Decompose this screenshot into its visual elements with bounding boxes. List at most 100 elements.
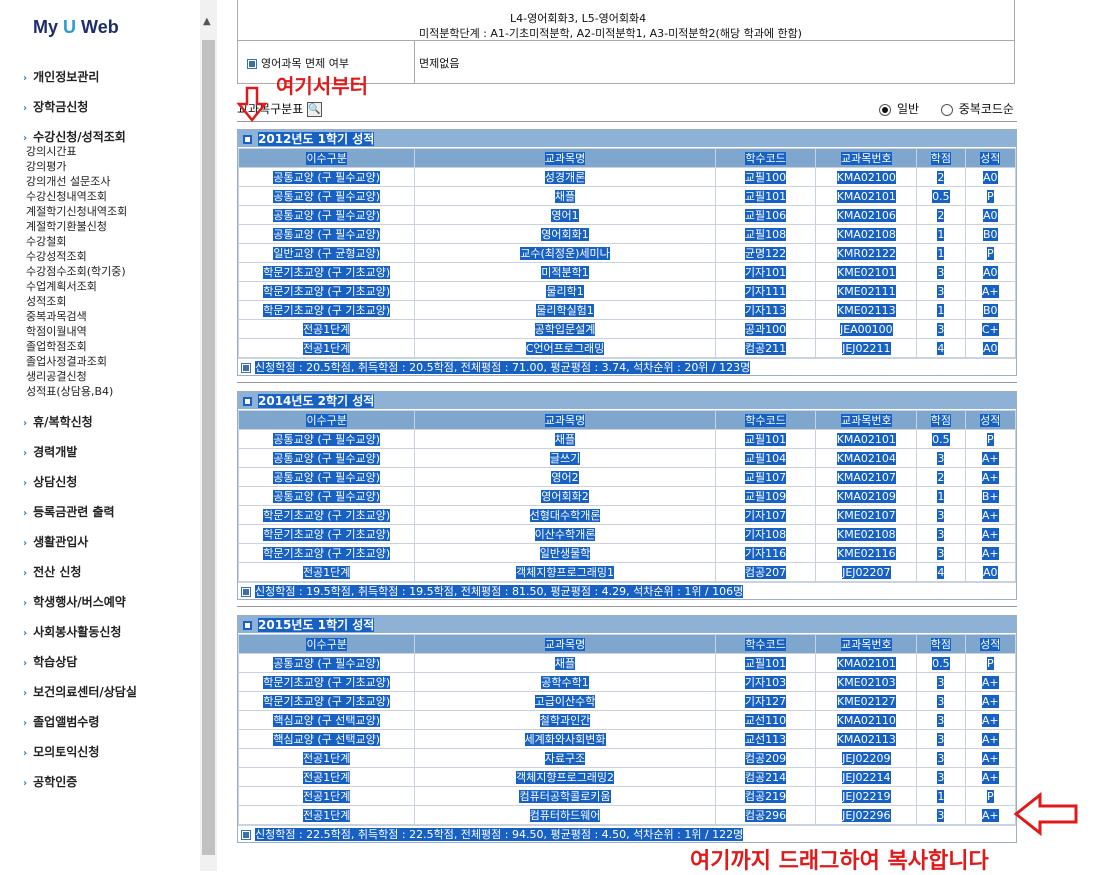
table-row: 학문기초교양 (구 기초교양) 물리학1 기자111 KME02111 3 A+ <box>237 281 1017 301</box>
sidebar-subitem[interactable]: 생리공결신청 <box>26 370 87 383</box>
scroll-up-icon[interactable]: ▲ <box>203 16 211 27</box>
table-cell: A+ <box>964 691 1017 711</box>
sidebar-subitem[interactable]: 성적조회 <box>26 295 67 308</box>
column-header[interactable]: 교과목번호 <box>815 148 918 168</box>
table-row: 학문기초교양 (구 기초교양) 공학수학1 기자103 KME02103 3 A+ <box>237 672 1017 692</box>
column-header[interactable]: 성적 <box>964 634 1017 654</box>
sidebar-subitem[interactable]: 수강점수조회(학기중) <box>26 265 126 278</box>
table-cell: 공통교양 (구 필수교양) <box>237 429 416 449</box>
table-cell: P <box>964 186 1017 206</box>
column-header[interactable]: 이수구분 <box>237 410 416 430</box>
sidebar-group-14[interactable]: › 모의토익신청 <box>23 745 100 759</box>
table-row: 전공1단계 컴퓨터공학콜로키움 컴공219 JEJ02219 1 P <box>237 786 1017 806</box>
table-cell: P <box>964 786 1017 806</box>
table-cell: KME02127 <box>815 691 918 711</box>
table-row: 공통교양 (구 필수교양) 영어회화1 교필108 KMA02108 1 B0 <box>237 224 1017 244</box>
table-cell: 기자113 <box>714 300 817 320</box>
table-cell: 컴공219 <box>714 786 817 806</box>
table-cell: 교선113 <box>714 729 817 749</box>
sidebar-group-1[interactable]: › 장학금신청 <box>23 100 89 114</box>
table-cell: 객체지향프로그래밍2 <box>414 767 716 787</box>
sidebar-subitem[interactable]: 졸업학점조회 <box>26 340 87 353</box>
column-header[interactable]: 교과목명 <box>414 410 716 430</box>
exempt-label: 영어과목 면제 여부 <box>247 55 349 71</box>
table-cell: A0 <box>964 167 1017 187</box>
table-cell: A+ <box>964 448 1017 468</box>
column-header[interactable]: 이수구분 <box>237 634 416 654</box>
table-cell: JEJ02209 <box>815 748 918 768</box>
table-cell: 3 <box>916 524 966 544</box>
myweb-logo[interactable]: My U Web <box>33 17 119 37</box>
sidebar-group-7[interactable]: › 생활관입사 <box>23 535 89 549</box>
sidebar-subitem[interactable]: 졸업사정결과조회 <box>26 355 107 368</box>
table-row: 학문기초교양 (구 기초교양) 미적분학1 기자101 KME02101 3 A0 <box>237 262 1017 282</box>
sidebar-group-13[interactable]: › 졸업앨범수령 <box>23 715 100 729</box>
sidebar-subitem[interactable]: 계절학기신청내역조회 <box>26 205 128 218</box>
sidebar-group-15[interactable]: › 공학인증 <box>23 775 78 789</box>
table-cell: 핵심교양 (구 선택교양) <box>237 729 416 749</box>
radio-dup-code[interactable] <box>940 103 953 116</box>
column-header[interactable]: 교과목번호 <box>815 410 918 430</box>
sidebar-subitem[interactable]: 중복과목검색 <box>26 310 87 323</box>
semester-title: 2014년도 2학기 성적 <box>238 392 1016 410</box>
sidebar-subitem[interactable]: 성적표(상담용,B4) <box>26 385 114 398</box>
table-cell: 기자107 <box>714 505 817 525</box>
column-header[interactable]: 성적 <box>964 148 1017 168</box>
table-cell: 공통교양 (구 필수교양) <box>237 205 416 225</box>
table-row: 공통교양 (구 필수교양) 채플 교필101 KMA02101 0.5 P <box>237 429 1017 449</box>
chevron-right-icon: › <box>23 103 28 114</box>
chevron-right-icon: › <box>23 748 28 759</box>
sidebar-subitem[interactable]: 수업계획서조회 <box>26 280 97 293</box>
column-header[interactable]: 성적 <box>964 410 1017 430</box>
sidebar-subitem[interactable]: 수강성적조회 <box>26 250 87 263</box>
table-cell: KMA02106 <box>815 205 918 225</box>
sidebar-subitem[interactable]: 수강철회 <box>26 235 67 248</box>
radio-dup-label: 중복코드순 <box>958 102 1014 116</box>
table-cell: A0 <box>964 205 1017 225</box>
table-cell: 기자127 <box>714 691 817 711</box>
sidebar-group-12[interactable]: › 보건의료센터/상담실 <box>23 685 137 699</box>
column-header[interactable]: 이수구분 <box>237 148 416 168</box>
table-cell: C+ <box>964 319 1017 339</box>
sidebar-group-11[interactable]: › 학습상담 <box>23 655 78 669</box>
table-cell: 교필100 <box>714 167 817 187</box>
sidebar-group-3[interactable]: › 휴/복학신청 <box>23 415 93 429</box>
sidebar-subitem[interactable]: 강의시간표 <box>26 145 77 158</box>
sidebar-subitem[interactable]: 학점이월내역 <box>26 325 87 338</box>
sidebar-group-0[interactable]: › 개인정보관리 <box>23 70 100 84</box>
radio-normal[interactable] <box>879 103 891 116</box>
sidebar-group-5[interactable]: › 상담신청 <box>23 475 78 489</box>
sidebar-group-4[interactable]: › 경력개발 <box>23 445 78 459</box>
table-cell: 전공1단계 <box>237 805 416 825</box>
column-header[interactable]: 학수코드 <box>714 634 817 654</box>
column-header[interactable]: 학수코드 <box>714 410 817 430</box>
column-header[interactable]: 교과목번호 <box>815 634 918 654</box>
table-row: 전공1단계 자료구조 컴공209 JEJ02209 3 A+ <box>237 748 1017 768</box>
table-cell: A+ <box>964 543 1017 563</box>
table-cell: A+ <box>964 672 1017 692</box>
sidebar-group-10[interactable]: › 사회봉사활동신청 <box>23 625 122 639</box>
scrollbar-thumb[interactable] <box>202 40 215 855</box>
chevron-right-icon: › <box>23 778 28 789</box>
column-header[interactable]: 교과목명 <box>414 634 716 654</box>
sidebar-group-2[interactable]: › 수강신청/성적조회 <box>23 130 126 144</box>
sidebar-subitem[interactable]: 수강신청내역조회 <box>26 190 107 203</box>
sidebar-subitem[interactable]: 강의평가 <box>26 160 67 173</box>
column-header[interactable]: 교과목명 <box>414 148 716 168</box>
sidebar-subitem[interactable]: 계절학기환불신청 <box>26 220 107 233</box>
chevron-right-icon: › <box>23 628 28 639</box>
magnifier-icon[interactable]: 🔍 <box>307 102 323 117</box>
column-header[interactable]: 학점 <box>916 634 966 654</box>
table-cell: A0 <box>964 562 1017 582</box>
sidebar-group-8[interactable]: › 전산 신청 <box>23 565 82 579</box>
sidebar-subitem[interactable]: 강의개선 설문조사 <box>26 175 111 188</box>
column-header[interactable]: 학수코드 <box>714 148 817 168</box>
info-line-2: 미적분학단계 : A1-기초미적분학, A2-미적분학1, A3-미적분학2(해… <box>419 27 802 40</box>
column-header[interactable]: 학점 <box>916 410 966 430</box>
table-cell: 채플 <box>414 186 716 206</box>
vertical-scrollbar[interactable]: ▲ <box>200 0 217 871</box>
chevron-right-icon: › <box>23 508 28 519</box>
sidebar-group-9[interactable]: › 학생행사/버스예약 <box>23 595 126 609</box>
column-header[interactable]: 학점 <box>916 148 966 168</box>
sidebar-group-6[interactable]: › 등록금관련 출력 <box>23 505 115 519</box>
